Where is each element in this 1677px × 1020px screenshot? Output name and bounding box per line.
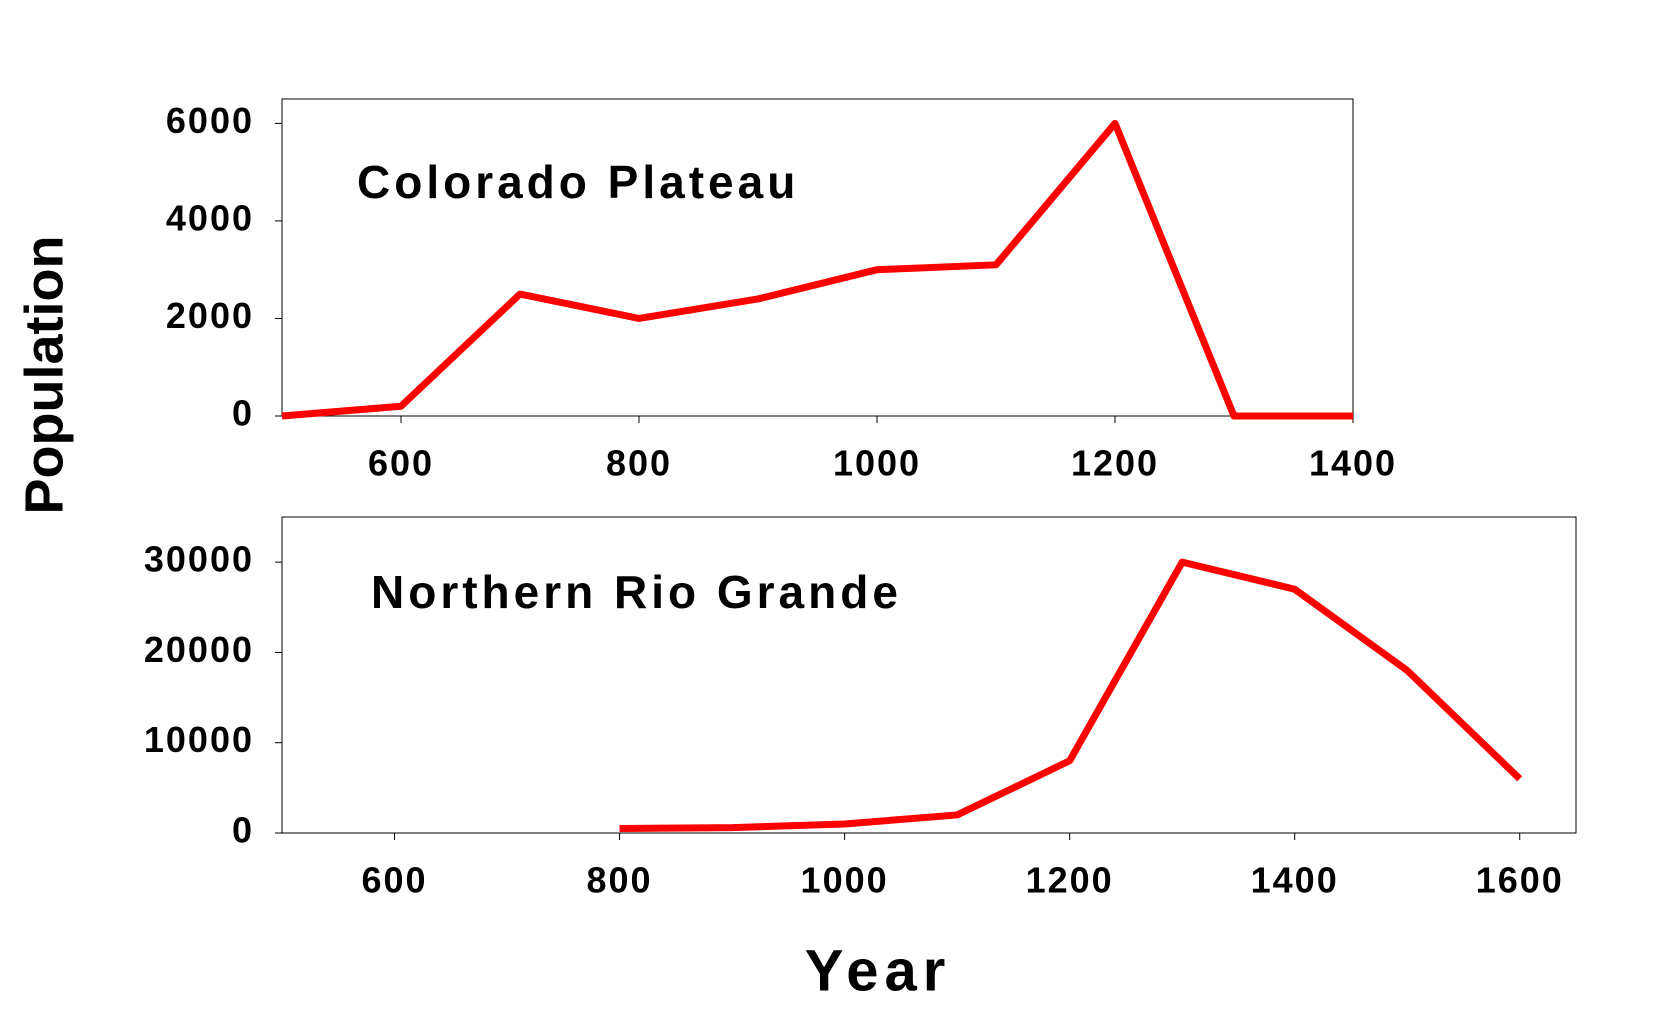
x-tick-label: 1200 bbox=[1071, 443, 1159, 484]
x-tick-label: 1000 bbox=[801, 860, 889, 901]
x-tick-label: 1400 bbox=[1251, 860, 1339, 901]
x-tick-label: 1400 bbox=[1309, 443, 1397, 484]
x-tick-label: 800 bbox=[606, 443, 672, 484]
y-tick-label: 2000 bbox=[166, 295, 254, 336]
plot-frame bbox=[281, 98, 1354, 417]
plot-frame bbox=[281, 516, 1577, 834]
x-tick-label: 600 bbox=[361, 860, 427, 901]
y-tick-label: 6000 bbox=[166, 100, 254, 141]
y-tick-label: 20000 bbox=[144, 629, 254, 670]
y-tick-label: 30000 bbox=[144, 539, 254, 580]
x-tick-label: 1200 bbox=[1026, 860, 1114, 901]
x-tick-label: 1600 bbox=[1476, 860, 1564, 901]
y-tick-label: 0 bbox=[232, 810, 254, 851]
y-tick-label: 0 bbox=[232, 393, 254, 434]
data-line bbox=[281, 119, 1353, 420]
x-tick-label: 1000 bbox=[833, 443, 921, 484]
chart-title: Northern Rio Grande bbox=[371, 566, 902, 618]
data-line bbox=[619, 558, 1523, 832]
x-tick-label: 800 bbox=[587, 860, 653, 901]
chart-title: Colorado Plateau bbox=[357, 156, 799, 208]
y-tick-label: 10000 bbox=[144, 719, 254, 760]
x-tick-label: 600 bbox=[368, 443, 434, 484]
y-tick-label: 4000 bbox=[166, 197, 254, 238]
y-axis-label: Population bbox=[14, 236, 74, 515]
x-axis-label: Year bbox=[805, 938, 952, 1003]
